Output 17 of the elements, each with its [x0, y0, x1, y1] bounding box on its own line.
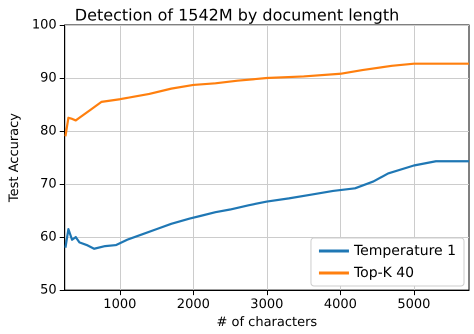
x-tick-label: 1000 — [103, 297, 136, 312]
y-tick-label: 90 — [40, 70, 57, 86]
y-axis-title: Test Accuracy — [7, 112, 22, 204]
legend-label: Temperature 1 — [352, 243, 456, 259]
x-axis-title: # of characters — [216, 315, 318, 330]
x-tick-label: 2000 — [176, 297, 210, 312]
y-tick-label: 70 — [40, 176, 57, 192]
x-tick-label: 4000 — [324, 297, 357, 312]
y-tick-label: 50 — [40, 282, 57, 298]
y-tick-label: 60 — [40, 230, 57, 245]
x-tick-label: 5000 — [397, 297, 430, 312]
legend-label: Top-K 40 — [352, 265, 414, 281]
line-series — [64, 62, 470, 138]
y-tick-label: 100 — [32, 18, 57, 32]
y-tick-label: 80 — [40, 124, 57, 139]
chart-title: Detection of 1542M by document length — [74, 6, 400, 24]
x-tick-label: 3000 — [250, 297, 284, 312]
